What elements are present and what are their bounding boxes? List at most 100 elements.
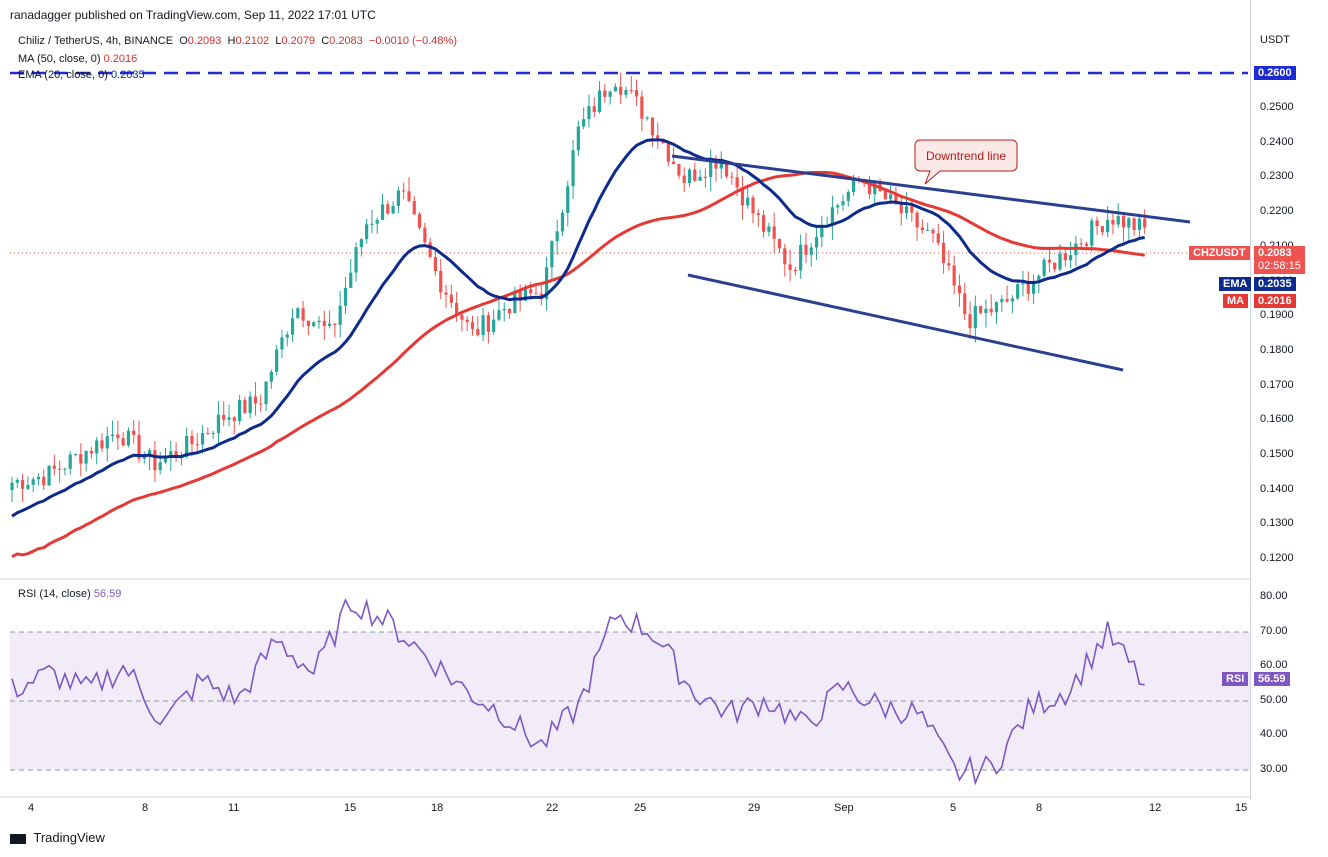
candle-body [555,231,559,242]
candle-body [624,90,628,95]
candle-body [497,310,501,320]
downtrend-line-lower [687,273,1124,372]
candle-body [222,414,226,420]
candle-body [1000,299,1004,303]
candle-body [719,161,723,169]
candle-body [174,451,178,458]
candle-body [52,465,56,469]
candle-body [460,314,464,320]
time-axis-label: 18 [431,802,444,814]
candle-body [756,213,760,216]
candle-body [73,453,78,455]
candle-body [523,289,528,301]
candle-body [142,456,146,459]
candle-body [952,265,956,286]
candle-body [444,292,448,295]
candle-body [767,226,771,232]
candle-body [402,190,406,192]
candle-body [79,453,83,464]
price-tick-label: 0.1900 [1260,309,1294,322]
candle-body [629,90,633,92]
candle-body [920,227,924,231]
candle-body [989,308,993,313]
ma-tag: MA [1223,294,1249,308]
candle-body [867,183,872,195]
candle-body [10,482,14,491]
candle-body [31,479,35,485]
candle-body [492,319,496,332]
candle-body [126,430,131,446]
candle-body [36,476,41,480]
candle-body [883,190,887,200]
candle-body [375,219,379,224]
candle-body [783,248,787,265]
candle-body [100,440,104,449]
candle-body [582,119,586,127]
candle-body [301,308,305,321]
candle-body [550,241,554,268]
candle-body [672,161,676,165]
candle-body [984,308,988,314]
price-tick-label: 0.2500 [1260,101,1294,113]
candle-body [735,177,739,188]
candle-body [613,86,618,92]
candle-body [894,194,898,204]
candle-body [979,306,983,314]
candle-body [693,169,697,181]
tradingview-logo[interactable]: TradingView [10,830,105,845]
rsi-tick-label: 50.00 [1260,693,1288,706]
rsi-value-tag: 56.59 [1254,672,1290,686]
candle-body [597,90,602,113]
candle-body [84,450,88,464]
candle-body [947,263,951,266]
candle-body [349,272,353,288]
candle-body [640,96,644,119]
candle-body [513,290,517,314]
price-chart[interactable]: Downtrend line [0,0,1250,800]
rsi-tick-label: 80.00 [1260,590,1288,602]
candle-body [455,302,459,315]
candle-body [407,191,411,201]
candle-body [904,206,909,214]
rsi-tick-label: 30.00 [1260,762,1288,775]
candle-body [190,435,194,445]
candle-body [762,215,766,232]
candle-body [95,440,99,454]
candle-body [841,201,845,206]
candle-body [275,349,279,372]
candle-body [560,212,565,232]
candle-body [915,212,919,228]
candle-body [1095,220,1099,227]
candle-body [502,308,506,311]
candle-body [386,204,390,214]
price-tick-label: 0.1400 [1260,482,1294,495]
candle-body [359,239,363,248]
candle-body [47,465,51,486]
candle-body [751,197,755,214]
rsi-tick-label: 40.00 [1260,728,1288,740]
rsi-legend: RSI (14, close) 56.59 [18,588,122,600]
symbol-tag: CHZUSDT [1189,246,1250,260]
candle-body [264,381,268,405]
candle-body [1037,275,1041,283]
time-axis-label: 12 [1149,802,1162,814]
candle-body [428,242,432,257]
candle-body [746,197,750,206]
candle-body [682,175,686,184]
candle-body [529,289,533,294]
candle-body [423,227,427,243]
price-tick-label: 0.2200 [1260,205,1294,218]
candle-body [333,323,337,325]
candle-body [777,238,782,249]
candle-body [312,322,316,327]
candle-body [470,322,475,329]
time-axis-label: 8 [1036,802,1043,814]
price-scale[interactable] [1250,0,1328,800]
ma-50-line [11,170,1145,559]
time-axis-label: 15 [344,802,357,814]
candle-body [116,434,120,439]
candle-body [1111,219,1115,225]
candle-body [1010,298,1014,302]
candle-body [931,229,935,234]
price-tick-label: 0.1800 [1260,343,1294,356]
